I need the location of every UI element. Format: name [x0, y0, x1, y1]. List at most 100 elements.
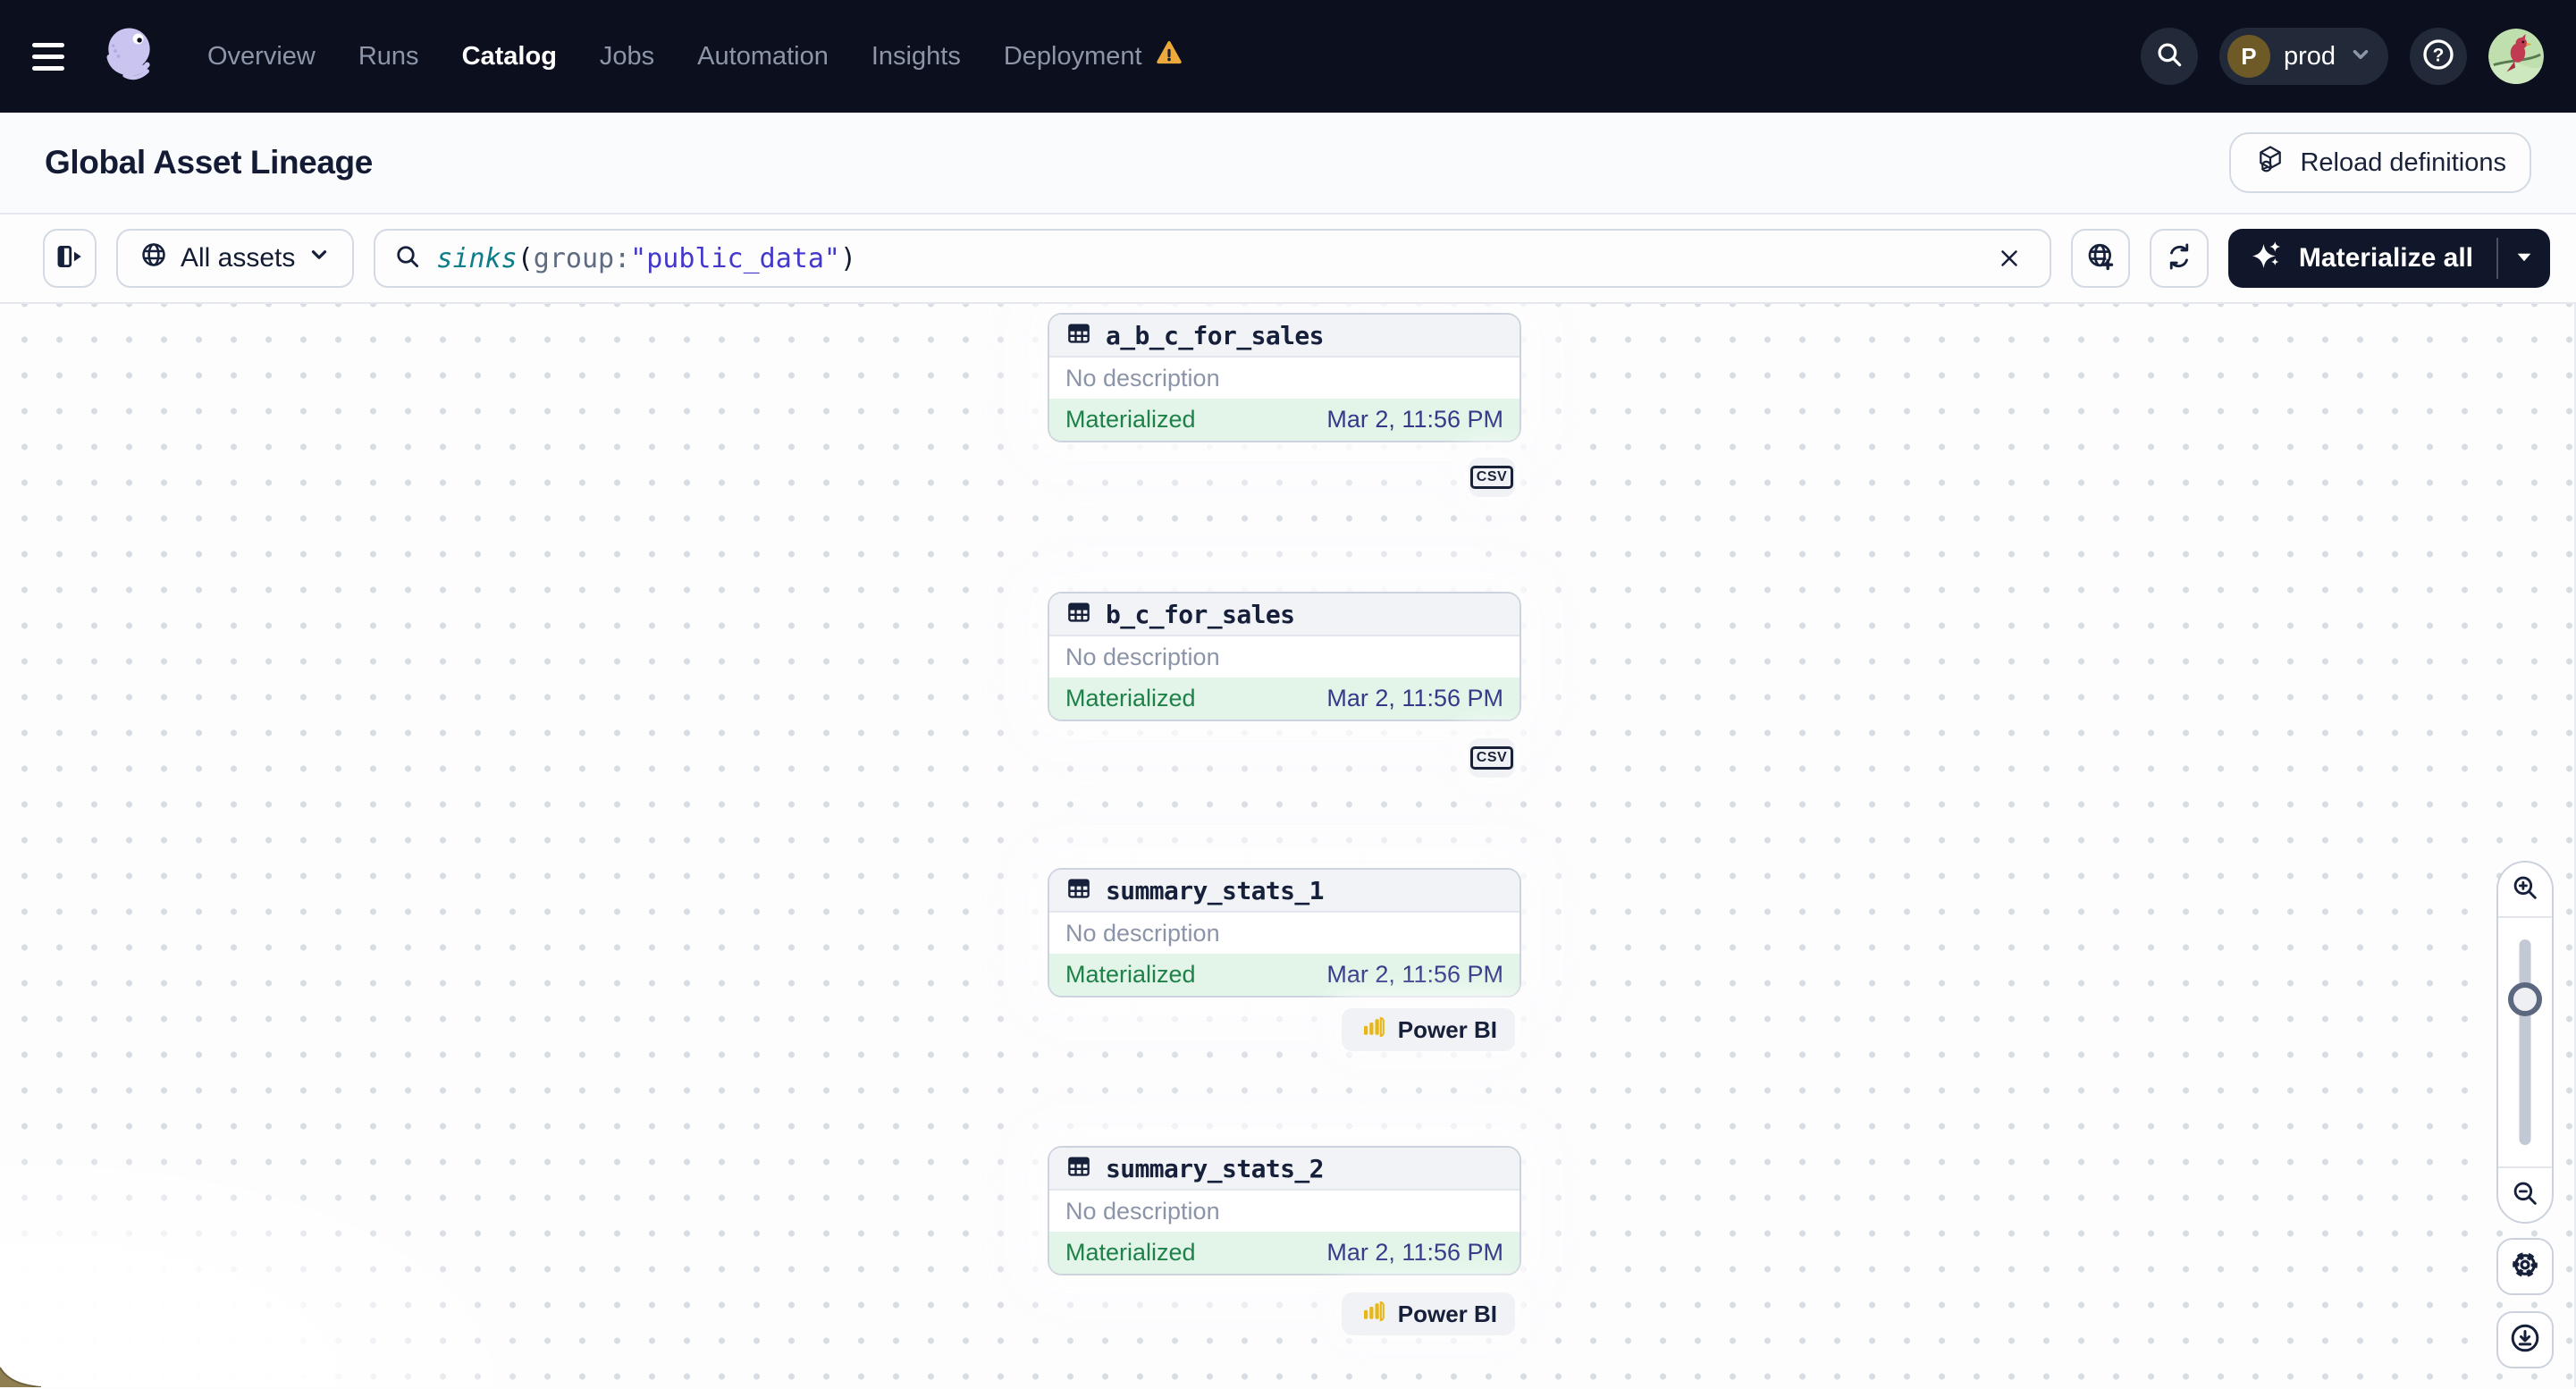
powerbi-icon — [1360, 1014, 1386, 1047]
csv-icon: CSV — [1469, 466, 1514, 489]
asset-name: summary_stats_2 — [1106, 1153, 1324, 1183]
zoom-in-icon — [2510, 872, 2540, 907]
zoom-slider[interactable] — [2498, 918, 2552, 1166]
asset-node-summary-stats-1[interactable]: summary_stats_1 No description Materiali… — [1048, 868, 1521, 998]
menu-icon[interactable] — [32, 36, 73, 77]
asset-scope-dropdown[interactable]: All assets — [116, 229, 355, 288]
search-button[interactable] — [2140, 28, 2198, 85]
powerbi-icon — [1360, 1298, 1386, 1331]
deployment-name: prod — [2283, 41, 2336, 71]
globe-icon — [139, 240, 168, 276]
refresh-icon — [2164, 241, 2194, 276]
powerbi-label: Power BI — [1397, 1015, 1497, 1043]
reload-cube-icon — [2254, 143, 2286, 182]
asset-name: summary_stats_1 — [1106, 875, 1324, 905]
status-badge: Materialized — [1065, 1239, 1196, 1266]
kind-tag-csv: CSV — [1469, 458, 1515, 497]
corner-wedge-decoration — [0, 1364, 42, 1387]
deployment-avatar: P — [2227, 35, 2270, 78]
status-badge: Materialized — [1065, 961, 1196, 988]
magnifier-icon — [393, 242, 422, 275]
caret-down-icon — [2513, 245, 2536, 273]
table-icon — [1065, 320, 1092, 351]
nav-item-deployment[interactable]: Deployment — [1004, 38, 1183, 74]
user-avatar[interactable] — [2488, 29, 2544, 84]
zoom-slider-track[interactable] — [2519, 939, 2531, 1145]
top-nav: Overview Runs Catalog Jobs Automation In… — [0, 0, 2576, 113]
nav-item-insights[interactable]: Insights — [871, 41, 961, 71]
reload-definitions-button[interactable]: Reload definitions — [2229, 132, 2531, 193]
asset-node-header: summary_stats_1 — [1049, 870, 1520, 913]
asset-status-row: Materialized Mar 2, 11:56 PM — [1049, 954, 1520, 996]
lineage-canvas[interactable]: a_b_c_for_sales No description Materiali… — [0, 304, 2576, 1387]
reload-definitions-label: Reload definitions — [2300, 147, 2506, 177]
chevron-down-icon — [307, 243, 331, 274]
zoom-out-button[interactable] — [2498, 1166, 2552, 1222]
asset-node-a-b-c-for-sales[interactable]: a_b_c_for_sales No description Materiali… — [1048, 313, 1521, 442]
nav-item-catalog[interactable]: Catalog — [461, 41, 557, 71]
help-icon: ? — [2420, 37, 2456, 77]
nav-item-jobs[interactable]: Jobs — [599, 41, 655, 71]
asset-status-row: Materialized Mar 2, 11:56 PM — [1049, 399, 1520, 441]
asset-node-header: a_b_c_for_sales — [1049, 315, 1520, 358]
download-icon — [2509, 1322, 2541, 1359]
nav-item-automation[interactable]: Automation — [697, 41, 829, 71]
gear-icon — [2508, 1248, 2542, 1286]
status-badge: Materialized — [1065, 685, 1196, 711]
page-header: Global Asset Lineage Reload definitions — [0, 113, 2576, 215]
asset-node-b-c-for-sales[interactable]: b_c_for_sales No description Materialize… — [1048, 592, 1521, 721]
asset-name: b_c_for_sales — [1106, 599, 1295, 629]
nav-item-overview[interactable]: Overview — [207, 41, 316, 71]
nav-item-runs[interactable]: Runs — [358, 41, 419, 71]
asset-status-row: Materialized Mar 2, 11:56 PM — [1049, 1232, 1520, 1274]
nav-right: P prod ? — [2140, 28, 2544, 85]
zoom-slider-knob[interactable] — [2508, 982, 2542, 1016]
svg-text:?: ? — [2433, 45, 2445, 65]
asset-name: a_b_c_for_sales — [1106, 320, 1324, 350]
materialization-timestamp[interactable]: Mar 2, 11:56 PM — [1326, 406, 1503, 433]
materialize-all-label: Materialize all — [2298, 243, 2473, 273]
search-icon — [2154, 39, 2185, 74]
download-image-button[interactable] — [2496, 1311, 2554, 1368]
deployment-switcher[interactable]: P prod — [2218, 28, 2388, 85]
materialize-all-button[interactable]: Materialize all — [2228, 229, 2496, 288]
materialize-all-split-button: Materialize all — [2227, 229, 2550, 288]
dagster-logo[interactable] — [98, 22, 166, 90]
open-panel-button[interactable] — [43, 229, 97, 288]
view-full-graph-button[interactable] — [2070, 229, 2130, 288]
asset-description: No description — [1065, 364, 1220, 391]
asset-scope-label: All assets — [181, 243, 296, 273]
materialization-timestamp[interactable]: Mar 2, 11:56 PM — [1326, 961, 1503, 988]
sparkle-icon — [2252, 239, 2284, 278]
graph-settings-button[interactable] — [2496, 1238, 2554, 1295]
asset-node-header: summary_stats_2 — [1049, 1148, 1520, 1191]
zoom-out-icon — [2510, 1178, 2540, 1213]
asset-node-header: b_c_for_sales — [1049, 593, 1520, 636]
help-button[interactable]: ? — [2410, 28, 2467, 85]
chevron-down-icon — [2349, 43, 2372, 71]
csv-icon: CSV — [1469, 746, 1514, 770]
warning-icon — [1155, 38, 1183, 74]
status-badge: Materialized — [1065, 406, 1196, 433]
corner-veil — [0, 1137, 554, 1387]
asset-selection-input[interactable]: sinks(group:"public_data") — [374, 229, 2051, 288]
asset-node-summary-stats-2[interactable]: summary_stats_2 No description Materiali… — [1048, 1146, 1521, 1275]
split-button-divider — [2496, 238, 2498, 279]
asset-description: No description — [1065, 919, 1220, 947]
zoom-controls — [2496, 861, 2554, 1224]
zoom-in-button[interactable] — [2498, 863, 2552, 918]
refresh-button[interactable] — [2149, 229, 2209, 288]
materialization-timestamp[interactable]: Mar 2, 11:56 PM — [1326, 1239, 1503, 1266]
table-icon — [1065, 599, 1092, 630]
clear-query-button[interactable] — [1987, 236, 2032, 281]
kind-tag-powerbi: Power BI — [1341, 1292, 1515, 1335]
materialization-timestamp[interactable]: Mar 2, 11:56 PM — [1326, 685, 1503, 711]
asset-description: No description — [1065, 1197, 1220, 1225]
lineage-toolbar: All assets sinks(group:"public_data") — [0, 215, 2576, 304]
globe-add-icon — [2085, 241, 2116, 276]
asset-status-row: Materialized Mar 2, 11:56 PM — [1049, 678, 1520, 720]
panel-toggle-icon — [55, 241, 85, 276]
asset-description: No description — [1065, 643, 1220, 670]
nav-items: Overview Runs Catalog Jobs Automation In… — [207, 38, 1183, 74]
materialize-options-button[interactable] — [2498, 229, 2550, 288]
